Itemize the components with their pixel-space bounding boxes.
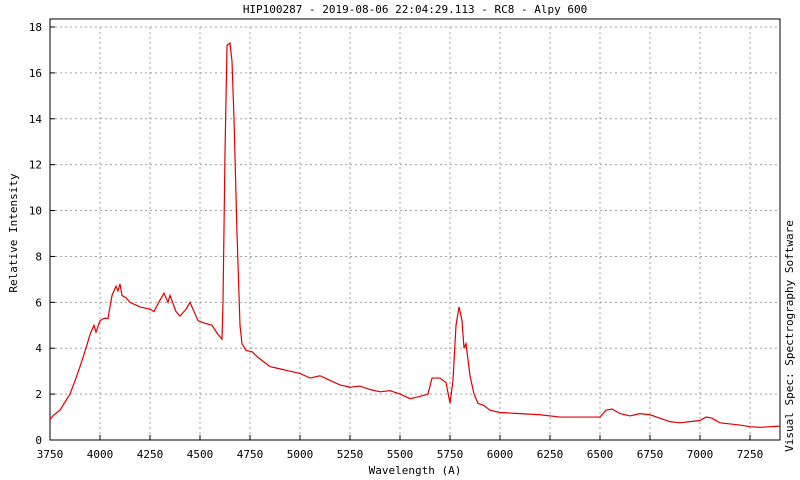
- y-tick-label: 8: [35, 250, 42, 263]
- x-tick-label: 3750: [37, 448, 64, 461]
- x-tick-label: 6750: [637, 448, 664, 461]
- y-tick-label: 0: [35, 434, 42, 447]
- x-tick-label: 7250: [737, 448, 764, 461]
- x-tick-label: 5250: [337, 448, 364, 461]
- x-tick-label: 5750: [437, 448, 464, 461]
- x-tick-label: 5500: [387, 448, 414, 461]
- x-axis-label: Wavelength (A): [369, 464, 462, 477]
- y-tick-label: 14: [29, 113, 43, 126]
- y-axis-label: Relative Intensity: [7, 173, 20, 293]
- x-tick-label: 4000: [87, 448, 114, 461]
- y-tick-label: 18: [29, 21, 42, 34]
- y-tick-label: 10: [29, 205, 42, 218]
- y-tick-label: 6: [35, 296, 42, 309]
- y-tick-label: 2: [35, 388, 42, 401]
- y-tick-label: 16: [29, 67, 42, 80]
- y-tick-label: 12: [29, 159, 42, 172]
- x-tick-label: 6500: [587, 448, 614, 461]
- x-tick-label: 4750: [237, 448, 264, 461]
- x-tick-label: 6250: [537, 448, 564, 461]
- x-tick-label: 5000: [287, 448, 314, 461]
- x-tick-label: 4500: [187, 448, 214, 461]
- spectrum-line: [49, 41, 781, 428]
- plot-frame: [49, 18, 781, 441]
- x-tick-label: 4250: [137, 448, 164, 461]
- chart-title: HIP100287 - 2019-08-06 22:04:29.113 - RC…: [243, 3, 587, 16]
- y-tick-label: 4: [35, 342, 42, 355]
- x-tick-label: 7000: [687, 448, 714, 461]
- annotation: Visual Spec: Spectrography Software: [783, 220, 796, 452]
- x-tick-label: 6000: [487, 448, 514, 461]
